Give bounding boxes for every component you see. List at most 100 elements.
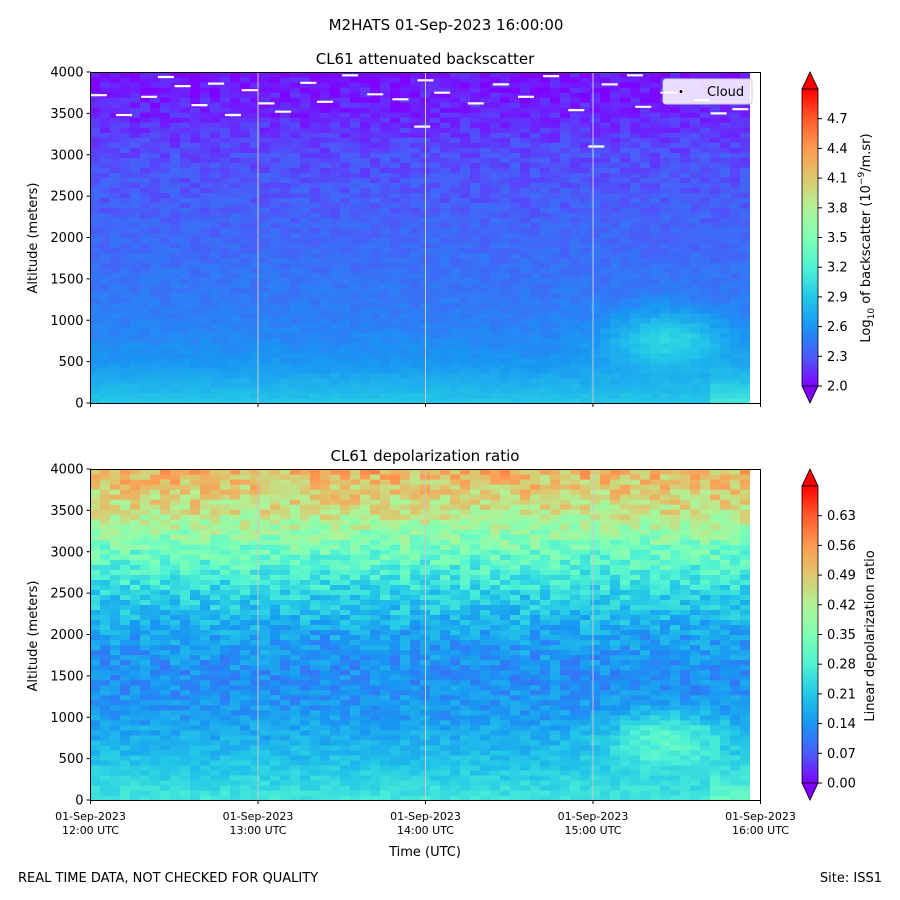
heatmap-cell xyxy=(410,277,421,284)
heatmap-cell xyxy=(200,152,211,158)
heatmap-cell xyxy=(270,392,281,399)
heatmap-cell xyxy=(530,774,541,781)
heatmap-cell xyxy=(330,774,341,781)
heatmap-cell xyxy=(160,242,171,249)
heatmap-cell xyxy=(540,212,551,219)
heatmap-cell xyxy=(490,784,501,791)
heatmap-cell xyxy=(510,247,521,254)
heatmap-cell xyxy=(340,147,351,153)
heatmap-cell xyxy=(520,122,531,128)
heatmap-cell xyxy=(460,277,471,284)
heatmap-cell xyxy=(140,242,151,249)
heatmap-cell xyxy=(640,337,651,344)
heatmap-cell xyxy=(470,192,481,198)
heatmap-cell xyxy=(350,352,361,359)
heatmap-cell xyxy=(550,202,561,209)
heatmap-cell xyxy=(250,107,261,113)
heatmap-cell xyxy=(700,392,711,399)
heatmap-cell xyxy=(430,127,441,133)
heatmap-cell xyxy=(470,372,481,379)
heatmap-cell xyxy=(570,172,581,178)
heatmap-cell xyxy=(450,87,461,93)
heatmap-cell xyxy=(140,794,151,800)
heatmap-cell xyxy=(490,192,501,198)
heatmap-cell xyxy=(370,337,381,344)
heatmap-cell xyxy=(270,102,281,108)
heatmap-cell xyxy=(380,172,391,178)
heatmap-cell xyxy=(160,177,171,183)
heatmap-cell xyxy=(690,307,701,314)
heatmap-cell xyxy=(480,182,491,188)
heatmap-cell xyxy=(400,182,411,188)
heatmap-cell xyxy=(480,162,491,168)
heatmap-cell xyxy=(330,397,341,403)
heatmap-cell xyxy=(200,794,211,800)
heatmap-cell xyxy=(480,77,491,83)
heatmap-cell xyxy=(590,97,601,103)
heatmap-cell xyxy=(110,217,121,224)
heatmap-cell xyxy=(640,779,651,786)
heatmap-cell xyxy=(670,127,681,133)
heatmap-cell xyxy=(720,157,731,163)
heatmap-cell xyxy=(190,367,201,374)
heatmap-cell xyxy=(610,322,621,329)
heatmap-cell xyxy=(580,207,591,214)
heatmap-cell xyxy=(150,262,161,269)
heatmap-cell xyxy=(270,192,281,198)
heatmap-cell xyxy=(250,157,261,163)
heatmap-cell xyxy=(320,187,331,193)
heatmap-cell xyxy=(460,107,471,113)
heatmap-cell xyxy=(720,102,731,108)
heatmap-cell xyxy=(400,82,411,88)
heatmap-cell xyxy=(160,357,171,364)
heatmap-cell xyxy=(130,197,141,203)
heatmap-cell xyxy=(270,327,281,334)
heatmap-cell xyxy=(730,122,741,128)
heatmap-cell xyxy=(290,102,301,108)
heatmap-cell xyxy=(510,77,521,83)
heatmap-cell xyxy=(680,337,691,344)
heatmap-cell xyxy=(160,77,171,83)
heatmap-cell xyxy=(360,142,371,148)
heatmap-cell xyxy=(640,157,651,163)
heatmap-cell xyxy=(650,92,661,98)
heatmap-cell xyxy=(350,312,361,319)
heatmap-cell xyxy=(220,167,231,173)
heatmap-cell xyxy=(360,352,371,359)
heatmap-cell xyxy=(160,127,171,133)
heatmap-cell xyxy=(520,222,531,229)
heatmap-cell xyxy=(740,774,750,781)
heatmap-cell xyxy=(480,257,491,264)
heatmap-cell xyxy=(260,784,271,791)
heatmap-cell xyxy=(220,147,231,153)
heatmap-cell xyxy=(240,222,251,229)
heatmap-cell xyxy=(180,332,191,339)
heatmap-cell xyxy=(500,147,511,153)
heatmap-cell xyxy=(460,127,471,133)
heatmap-cell xyxy=(660,362,671,369)
heatmap-cell xyxy=(540,257,551,264)
heatmap-cell xyxy=(110,382,121,389)
heatmap-cell xyxy=(690,327,701,334)
heatmap-cell xyxy=(590,764,601,771)
heatmap-cell xyxy=(610,327,621,334)
heatmap-cell xyxy=(500,392,511,399)
heatmap-cell xyxy=(590,152,601,158)
heatmap-cell xyxy=(360,197,371,203)
heatmap-cell xyxy=(110,789,121,796)
heatmap-cell xyxy=(270,759,281,766)
heatmap-cell xyxy=(160,97,171,103)
heatmap-cell xyxy=(300,322,311,329)
heatmap-cell xyxy=(260,102,271,108)
heatmap-cell xyxy=(200,172,211,178)
heatmap-cell xyxy=(600,107,611,113)
heatmap-cell xyxy=(430,112,441,118)
heatmap-cell xyxy=(180,227,191,234)
heatmap-cell xyxy=(310,207,321,214)
heatmap-cell xyxy=(520,332,531,339)
heatmap-cell xyxy=(440,282,451,289)
heatmap-cell xyxy=(680,272,691,279)
heatmap-cell xyxy=(570,302,581,309)
heatmap-cell xyxy=(400,337,411,344)
heatmap-cell xyxy=(680,207,691,214)
